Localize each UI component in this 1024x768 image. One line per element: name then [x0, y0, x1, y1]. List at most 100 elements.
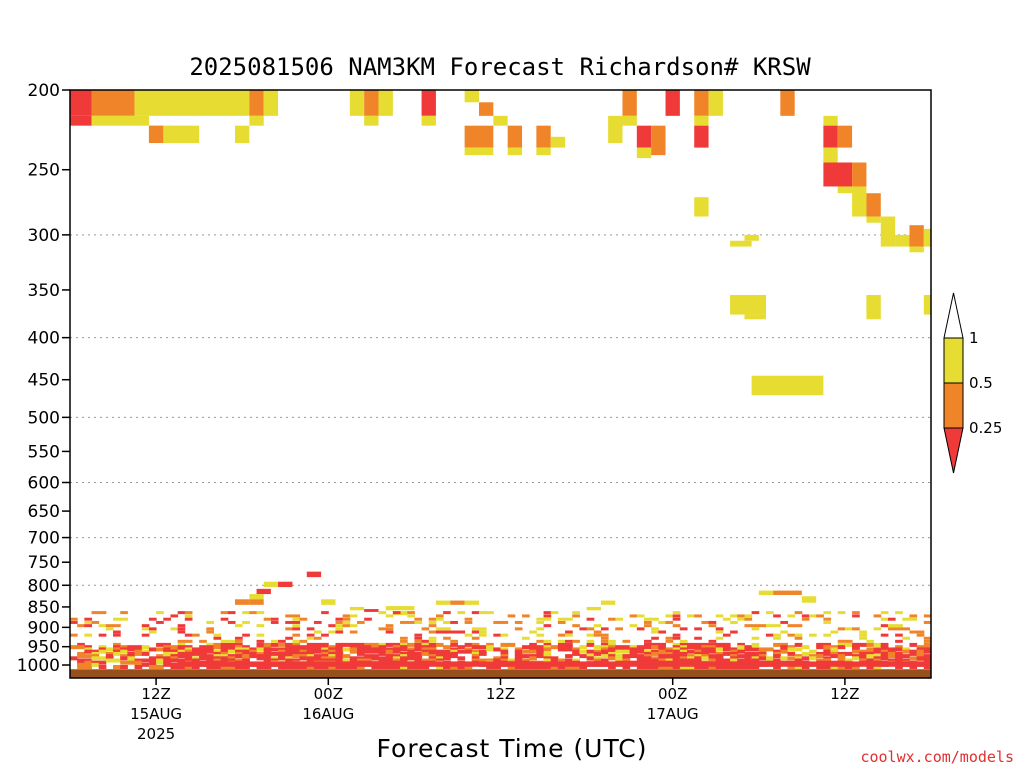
heatmap-cell	[378, 665, 387, 669]
heatmap-cell	[651, 642, 659, 647]
heatmap-cell	[235, 649, 243, 654]
heatmap-cell	[758, 649, 767, 654]
heatmap-cell	[529, 665, 537, 669]
heatmap-cell	[887, 647, 896, 652]
heatmap-cell	[658, 630, 667, 634]
heatmap-cell	[751, 654, 760, 659]
heatmap-cell	[220, 654, 229, 659]
heatmap-cell	[514, 665, 523, 669]
heatmap-cell	[629, 647, 638, 652]
heatmap-cell	[134, 665, 143, 669]
heatmap-cell	[141, 662, 150, 667]
heatmap-cell	[278, 642, 286, 647]
heatmap-cell	[457, 630, 466, 634]
heatmap-cell	[794, 665, 803, 669]
heatmap-cell	[191, 656, 200, 661]
heatmap-cell	[328, 656, 336, 661]
heatmap-cell	[220, 656, 229, 661]
heatmap-cell	[120, 665, 128, 669]
heatmap-cell	[478, 651, 487, 656]
heatmap-cell	[773, 642, 781, 647]
heatmap-cell	[98, 645, 107, 650]
heatmap-cell	[565, 665, 573, 669]
heatmap-cell	[823, 649, 832, 654]
heatmap-cell	[895, 234, 910, 247]
heatmap-cell	[579, 627, 588, 631]
chart-title: 2025081506 NAM3KM Forecast Richardson# K…	[189, 53, 811, 81]
heatmap-cell	[744, 624, 753, 628]
heatmap-cell	[235, 639, 243, 643]
heatmap-cell	[357, 620, 365, 624]
heatmap-cell	[687, 649, 695, 654]
heatmap-cell	[206, 645, 214, 650]
heatmap-cell	[328, 630, 336, 634]
heatmap-cell	[493, 633, 501, 637]
heatmap-cell	[400, 636, 408, 640]
heatmap-cell	[543, 624, 552, 628]
heatmap-cell	[629, 624, 638, 628]
heatmap-cell	[859, 649, 867, 654]
heatmap-cell	[213, 649, 222, 654]
heatmap-cell	[364, 658, 372, 663]
x-tick-date: 15AUG	[130, 705, 182, 723]
heatmap-cell	[658, 656, 667, 661]
heatmap-cell	[335, 654, 344, 659]
y-tick-label: 850	[28, 598, 60, 618]
heatmap-cell	[328, 658, 336, 663]
heatmap-cell	[787, 624, 796, 628]
heatmap-cell	[679, 627, 688, 631]
heatmap-cell	[744, 234, 759, 241]
heatmap-cell	[428, 645, 437, 650]
heatmap-cell	[292, 665, 301, 669]
heatmap-cell	[586, 617, 595, 621]
heatmap-cell	[586, 606, 601, 611]
heatmap-cell	[220, 617, 229, 621]
heatmap-cell	[730, 240, 752, 247]
heatmap-cell	[586, 656, 595, 661]
heatmap-cell	[177, 645, 186, 650]
heatmap-cell	[708, 645, 717, 650]
y-tick-label: 950	[28, 638, 60, 658]
heatmap-cell	[435, 658, 444, 663]
heatmap-cell	[600, 633, 609, 637]
heatmap-cell	[622, 658, 631, 663]
heatmap-cell	[127, 660, 136, 665]
heatmap-cell	[486, 647, 494, 652]
heatmap-cell	[357, 642, 365, 647]
x-tick-date: 16AUG	[302, 705, 354, 723]
y-tick-label: 350	[28, 281, 60, 301]
heatmap-cell	[242, 620, 250, 624]
heatmap-cell	[572, 665, 580, 669]
heatmap-cell	[687, 645, 695, 650]
heatmap-cell	[701, 651, 710, 656]
heatmap-cell	[113, 665, 121, 669]
heatmap-cell	[500, 642, 509, 647]
heatmap-cell	[651, 658, 659, 663]
heatmap-cell	[443, 630, 451, 634]
heatmap-cell	[270, 647, 279, 652]
heatmap-cell	[285, 658, 293, 663]
heatmap-cell	[407, 642, 415, 647]
heatmap-cell	[572, 639, 580, 643]
heatmap-cell	[285, 665, 293, 669]
heatmap-cell	[342, 614, 351, 618]
heatmap-cell	[249, 611, 258, 615]
heatmap-cell	[923, 614, 932, 618]
heatmap-cell	[299, 654, 308, 659]
heatmap-cell	[758, 651, 767, 656]
heatmap-cell	[679, 639, 688, 643]
heatmap-cell	[722, 617, 731, 621]
heatmap-cell	[909, 656, 918, 661]
heatmap-cell	[199, 649, 207, 654]
heatmap-cell	[134, 647, 143, 652]
heatmap-cell	[880, 216, 896, 247]
x-tick-year: 2025	[137, 725, 175, 743]
heatmap-cell	[536, 633, 545, 637]
heatmap-cell	[651, 636, 659, 640]
heatmap-cell	[708, 665, 717, 669]
heatmap-cell	[737, 614, 745, 618]
heatmap-cell	[235, 665, 243, 669]
heatmap-cell	[565, 647, 573, 652]
heatmap-cell	[708, 620, 717, 624]
heatmap-cell	[823, 642, 832, 647]
